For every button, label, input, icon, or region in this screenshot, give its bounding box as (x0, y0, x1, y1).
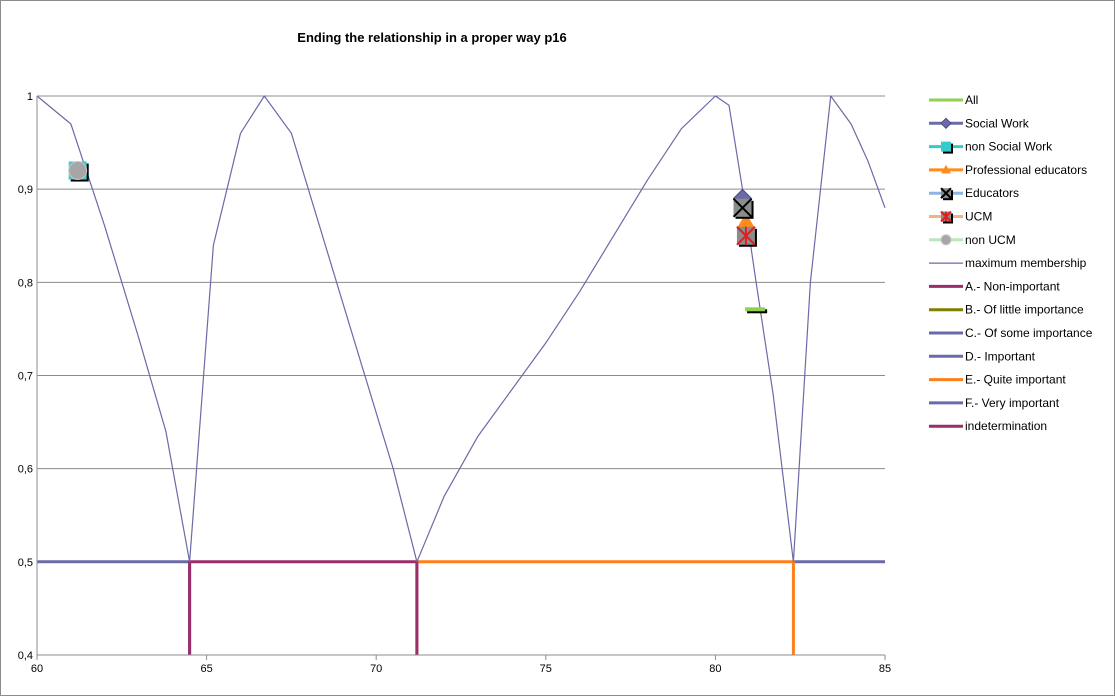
legend-label: non Social Work (965, 140, 1053, 154)
chart-title: Ending the relationship in a proper way … (297, 30, 566, 45)
legend-item: Social Work (929, 116, 1030, 130)
x-tick-label: 75 (540, 663, 552, 675)
legend-item: All (929, 93, 978, 107)
x-tick-label: 80 (709, 663, 721, 675)
legend-item: F.- Very important (929, 396, 1060, 410)
series-line-e-quite-important (415, 560, 795, 655)
y-tick-label: 1 (27, 91, 33, 103)
legend-label: Social Work (965, 116, 1030, 130)
y-tick-label: 0,4 (18, 650, 33, 662)
data-point-all (745, 307, 768, 314)
legend-label: maximum membership (965, 256, 1087, 270)
x-tick-label: 70 (370, 663, 382, 675)
series-line-indetermination (188, 560, 419, 655)
data-point-professional-educators (736, 212, 755, 229)
x-tick-label: 65 (200, 663, 212, 675)
legend: All Social Work non Social Work Professiona… (929, 93, 1093, 433)
series-line-maximum-membership (36, 95, 886, 563)
legend-label: F.- Very important (965, 396, 1060, 410)
data-point-non-ucm (68, 161, 88, 181)
legend-item: E.- Quite important (929, 373, 1066, 387)
legend-marker (940, 234, 952, 246)
legend-label: All (965, 93, 978, 107)
legend-marker (941, 141, 953, 154)
x-tick-label: 85 (879, 663, 891, 675)
axes: 0,4 0,5 0,6 0,7 0,8 0,9 1 60 65 70 75 80 85 (18, 91, 891, 675)
legend-item: maximum membership (929, 256, 1087, 270)
y-tick-label: 0,8 (18, 277, 33, 289)
legend-marker (940, 210, 953, 224)
legend-label: non UCM (965, 233, 1016, 247)
legend-item: Professional educators (929, 163, 1087, 177)
legend-label: UCM (965, 210, 992, 224)
legend-item: Educators (929, 186, 1019, 201)
legend-item: non UCM (929, 233, 1016, 247)
legend-marker (941, 164, 951, 174)
legend-item: indetermination (929, 419, 1047, 433)
plot-area (36, 95, 886, 655)
legend-item: D.- Important (929, 349, 1036, 363)
legend-item: A.- Non-important (929, 279, 1060, 293)
y-tick-label: 0,6 (18, 464, 33, 476)
legend-marker (940, 187, 953, 201)
y-tick-label: 0,7 (18, 371, 33, 383)
legend-label: C.- Of some importance (965, 326, 1093, 340)
series-line-c-of-some-importance (37, 560, 192, 655)
legend-item: non Social Work (929, 140, 1053, 154)
legend-label: A.- Non-important (965, 279, 1060, 293)
y-tick-label: 0,5 (18, 557, 33, 569)
legend-label: D.- Important (965, 349, 1036, 363)
y-tick-label: 0,9 (18, 184, 33, 196)
legend-label: Professional educators (965, 163, 1087, 177)
gridlines (37, 95, 885, 656)
legend-item: C.- Of some importance (929, 326, 1093, 340)
legend-marker (940, 117, 952, 130)
data-point-ucm (736, 226, 757, 247)
legend-label: E.- Quite important (965, 373, 1066, 387)
legend-label: indetermination (965, 419, 1047, 433)
legend-label: B.- Of little importance (965, 303, 1084, 317)
x-tick-label: 60 (31, 663, 43, 675)
legend-item: B.- Of little importance (929, 303, 1084, 317)
legend-item: UCM (929, 210, 992, 224)
data-point-educators (732, 198, 754, 219)
legend-label: Educators (965, 186, 1019, 200)
